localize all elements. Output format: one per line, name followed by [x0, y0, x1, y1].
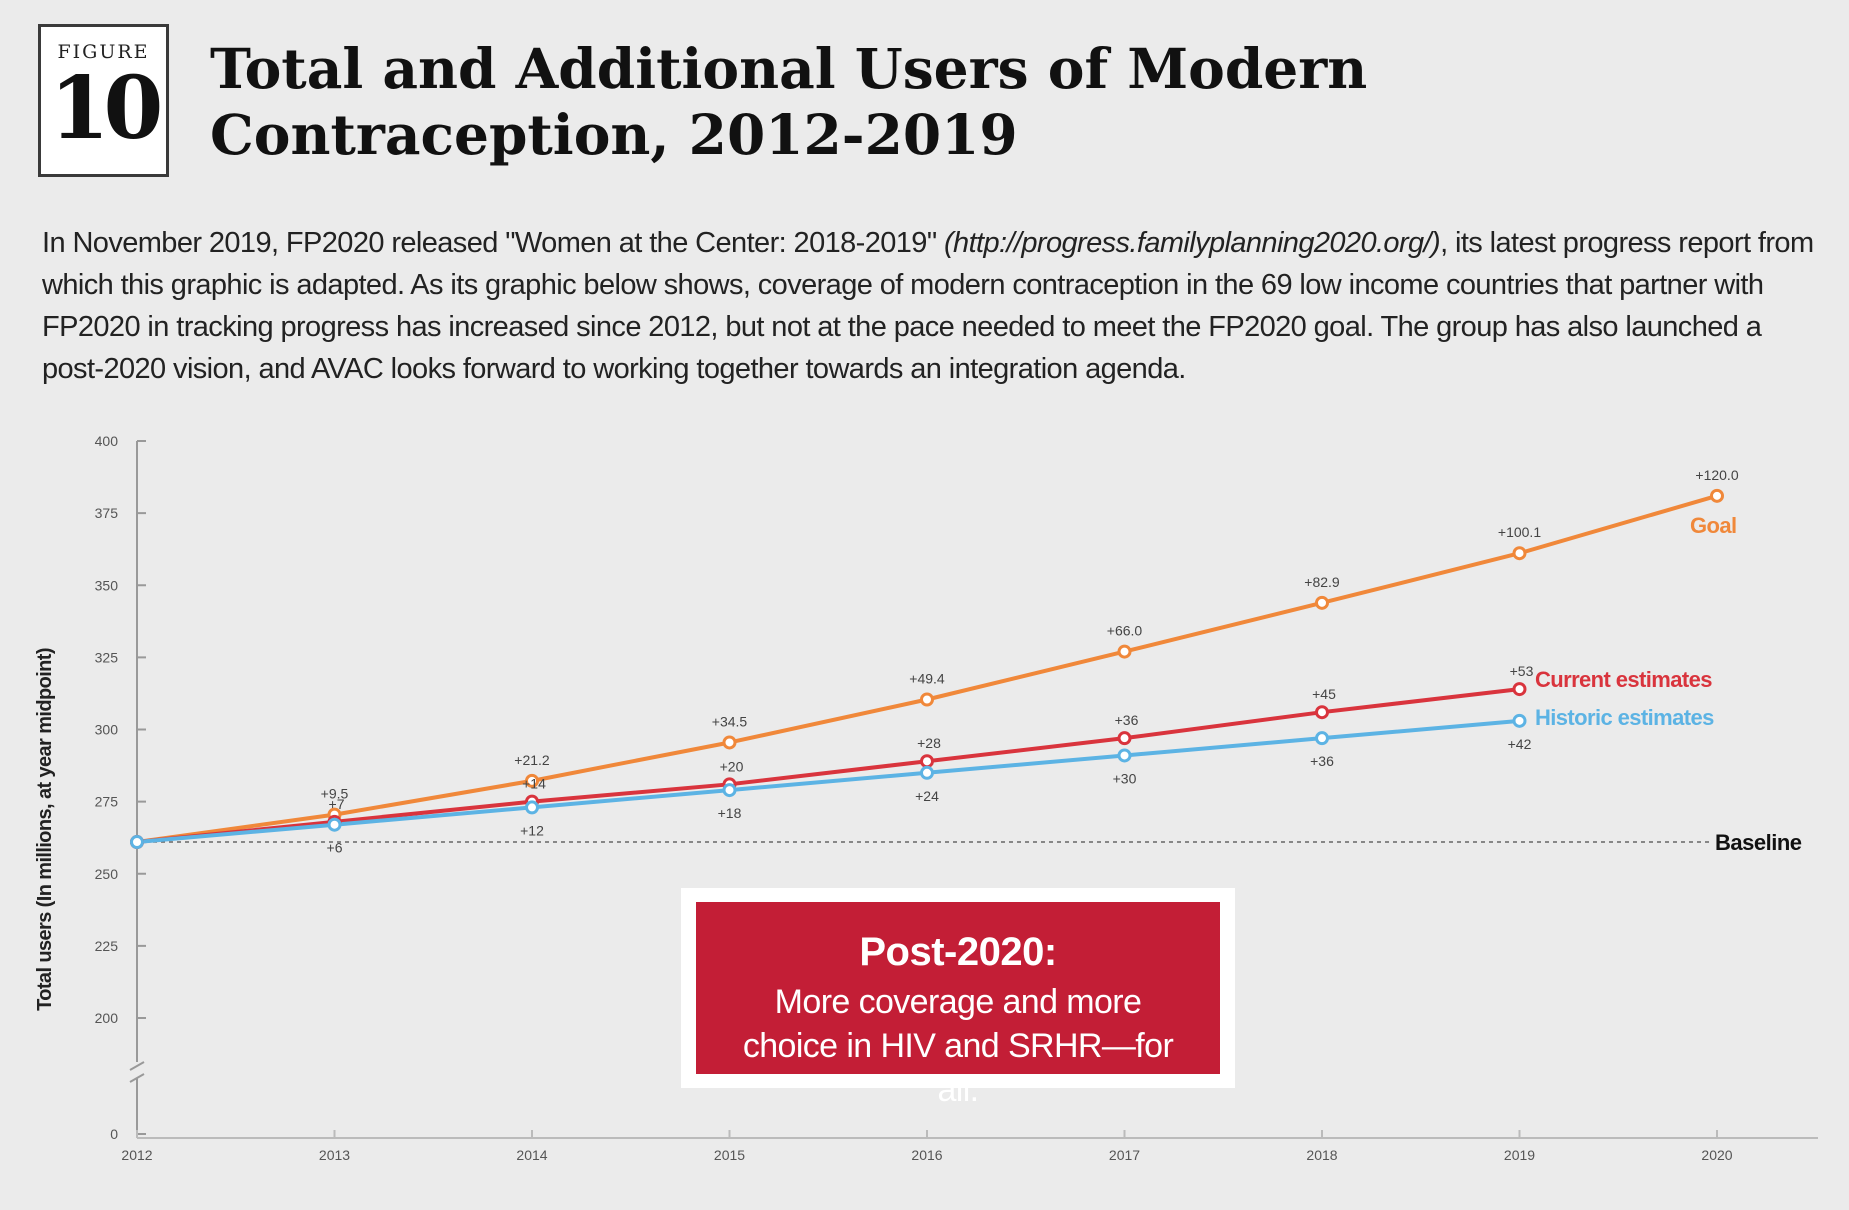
goal-point: [1315, 595, 1329, 610]
historic-estimates-point: [130, 835, 144, 850]
data-labels: +9.5 +21.2 +34.5 +49.4 +66.0 +82.9 +100.1 +120.…: [321, 467, 1739, 856]
goal-data-label: +100.1: [1498, 524, 1541, 540]
historic-estimates-point: [525, 800, 539, 815]
current-estimates-series-label: Current estimates: [1535, 667, 1712, 692]
current-estimates-data-label: +36: [1115, 712, 1139, 728]
goal-point: [525, 773, 539, 788]
historic-estimates-data-label: +12: [520, 822, 544, 838]
y-tick-label: 300: [95, 722, 119, 738]
goal-series-label: Goal: [1690, 513, 1737, 538]
goal-data-label: +49.4: [909, 670, 945, 686]
current-estimates-data-label: +7: [329, 796, 345, 812]
historic-estimates-point: [1315, 731, 1329, 746]
goal-data-label: +66.0: [1107, 623, 1143, 639]
historic-estimates-point: [327, 817, 342, 832]
post-2020-callout: Post-2020: More coverage and more choice…: [696, 902, 1220, 1109]
x-tick-label: 2018: [1306, 1147, 1337, 1163]
intro-text-before: In November 2019, FP2020 released "Women…: [42, 227, 944, 259]
figure-number-box: FIGURE 10: [38, 24, 169, 177]
current-estimates-data-label: +28: [917, 735, 941, 751]
x-tick-label: 2014: [516, 1147, 547, 1163]
x-tick-label: 2017: [1109, 1147, 1140, 1163]
intro-paragraph: In November 2019, FP2020 released "Women…: [42, 222, 1822, 390]
historic-estimates-data-label: +30: [1113, 770, 1137, 786]
y-tick-label: 400: [95, 433, 119, 449]
baseline-label: Baseline: [1715, 830, 1802, 855]
chart-axes: 0 200 225 250 275 300 325 350 375 400 2012 2013 2014…: [34, 433, 1818, 1163]
y-tick-label: 275: [95, 794, 119, 810]
historic-estimates-data-label: +36: [1310, 753, 1334, 769]
goal-data-label: +21.2: [514, 752, 550, 768]
x-tick-label: 2020: [1701, 1147, 1732, 1163]
post-2020-callout-frame: Post-2020: More coverage and more choice…: [681, 888, 1235, 1109]
current-estimates-point: [1315, 705, 1329, 720]
x-tick-label: 2016: [911, 1147, 942, 1163]
historic-estimates-data-label: +6: [327, 840, 343, 856]
goal-data-label: +34.5: [712, 713, 748, 729]
goal-data-label: +9.5: [321, 786, 349, 802]
goal-point: [1512, 546, 1527, 561]
x-tick-label: 2013: [319, 1147, 350, 1163]
historic-estimates-line: [136, 718, 1520, 845]
current-estimates-data-label: +53: [1510, 663, 1534, 679]
goal-data-label: +120.0: [1695, 467, 1738, 483]
historic-estimates-point: [920, 765, 934, 780]
intro-link[interactable]: (http://progress.familyplanning2020.org/…: [943, 227, 1441, 259]
historic-estimates-point: [1512, 713, 1527, 728]
y-tick-label: 225: [95, 938, 119, 954]
callout-body: More coverage and more choice in HIV and…: [742, 983, 1174, 1109]
baseline-layer: Baseline: [137, 830, 1802, 855]
current-estimates-data-label: +45: [1312, 686, 1336, 702]
y-tick-label: 0: [110, 1126, 118, 1142]
historic-estimates-data-label: +42: [1508, 736, 1532, 752]
figure-number: 10: [49, 58, 164, 159]
current-estimates-point: [1117, 731, 1132, 746]
current-estimates-line: [136, 687, 1520, 845]
y-axis-title: Total users (In millions, at year midpoi…: [34, 648, 56, 1011]
historic-estimates-series-label: Historic estimates: [1535, 705, 1714, 730]
y-tick-label: 325: [95, 649, 119, 665]
x-tick-label: 2012: [121, 1147, 152, 1163]
y-axis-break-mark: [129, 1061, 145, 1083]
historic-estimates-point: [722, 783, 737, 798]
goal-point: [920, 692, 934, 707]
y-tick-label: 250: [95, 866, 119, 882]
current-estimates-data-label: +20: [720, 758, 744, 774]
goal-point: [1710, 488, 1724, 503]
callout-heading: Post-2020:: [859, 930, 1057, 974]
y-tick-label: 350: [95, 577, 119, 593]
historic-estimates-data-label: +24: [915, 788, 939, 804]
x-tick-label: 2015: [714, 1147, 745, 1163]
current-estimates-data-label: +14: [522, 776, 546, 792]
goal-data-label: +82.9: [1304, 574, 1340, 590]
historic-estimates-point: [1117, 748, 1132, 763]
goal-point: [1117, 644, 1132, 659]
series-points: [130, 488, 1724, 850]
y-tick-label: 200: [95, 1010, 119, 1026]
goal-point: [722, 735, 737, 750]
x-tick-label: 2019: [1504, 1147, 1535, 1163]
figure-label: FIGURE: [57, 41, 150, 63]
y-tick-label: 375: [95, 505, 119, 521]
current-estimates-point: [920, 754, 934, 769]
historic-estimates-data-label: +18: [718, 805, 742, 821]
current-estimates-point: [1512, 682, 1527, 697]
chart-title: Total and Additional Users of Modern Con…: [210, 36, 1368, 167]
intro-text-after: , its latest progress report from which …: [42, 227, 1814, 385]
